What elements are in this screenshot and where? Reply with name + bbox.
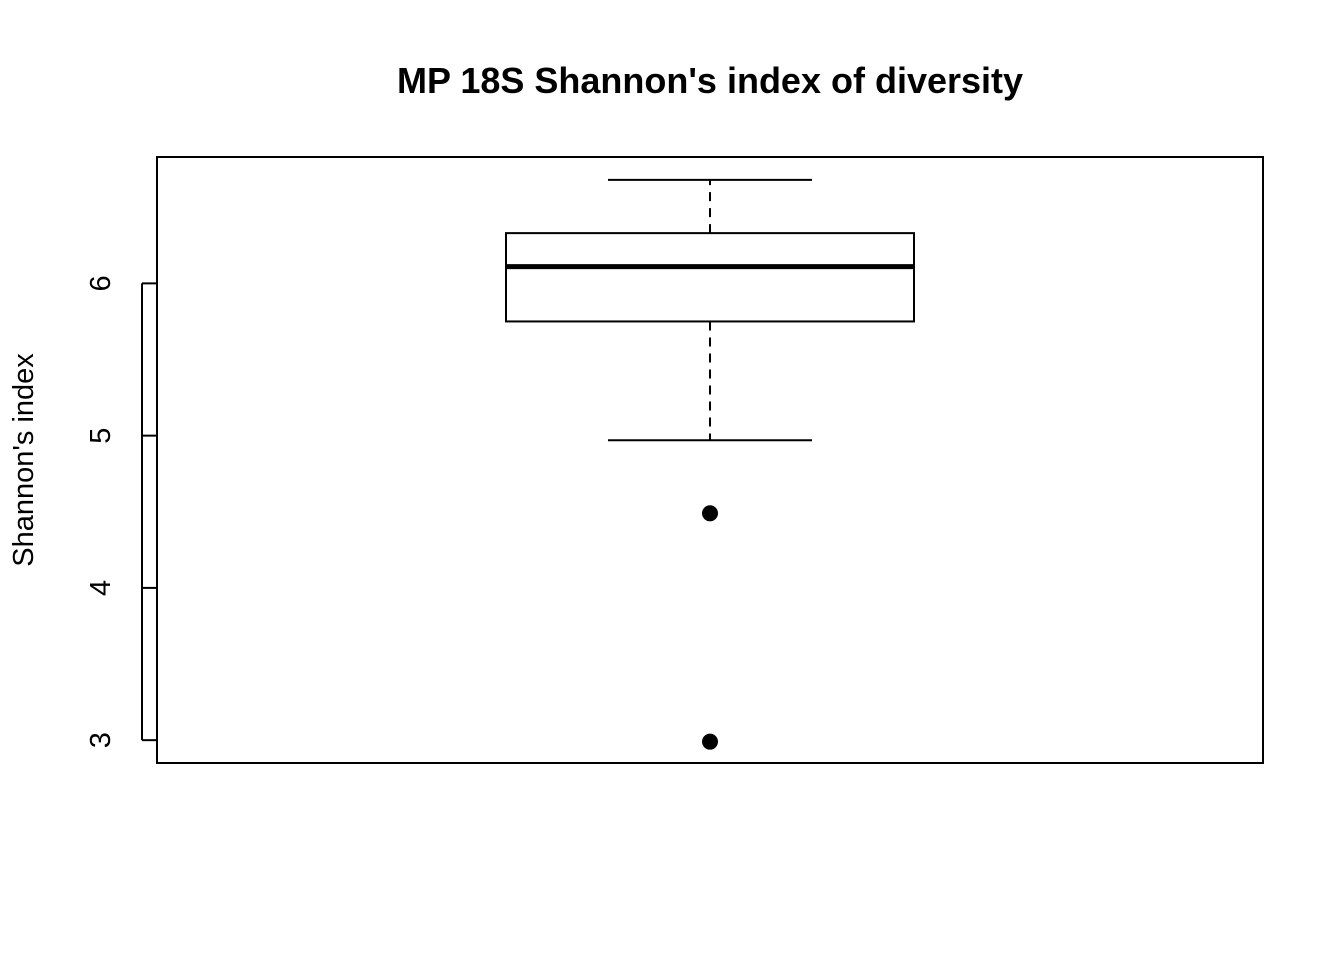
y-tick-label-5: 5 [85, 428, 117, 444]
y-tick-label-6: 6 [85, 275, 117, 291]
boxplot-group [505, 178, 915, 750]
outlier-point-1 [702, 505, 718, 522]
y-axis: 3 4 5 6 [85, 275, 157, 748]
iqr-box [505, 232, 915, 323]
plot-frame [156, 156, 1264, 764]
outlier-point-2 [702, 733, 718, 750]
y-tick-label-4: 4 [85, 580, 117, 596]
y-axis-label: Shannon's index [8, 353, 40, 567]
y-tick-label-3: 3 [85, 732, 117, 748]
chart-title: MP 18S Shannon's index of diversity [397, 60, 1023, 101]
